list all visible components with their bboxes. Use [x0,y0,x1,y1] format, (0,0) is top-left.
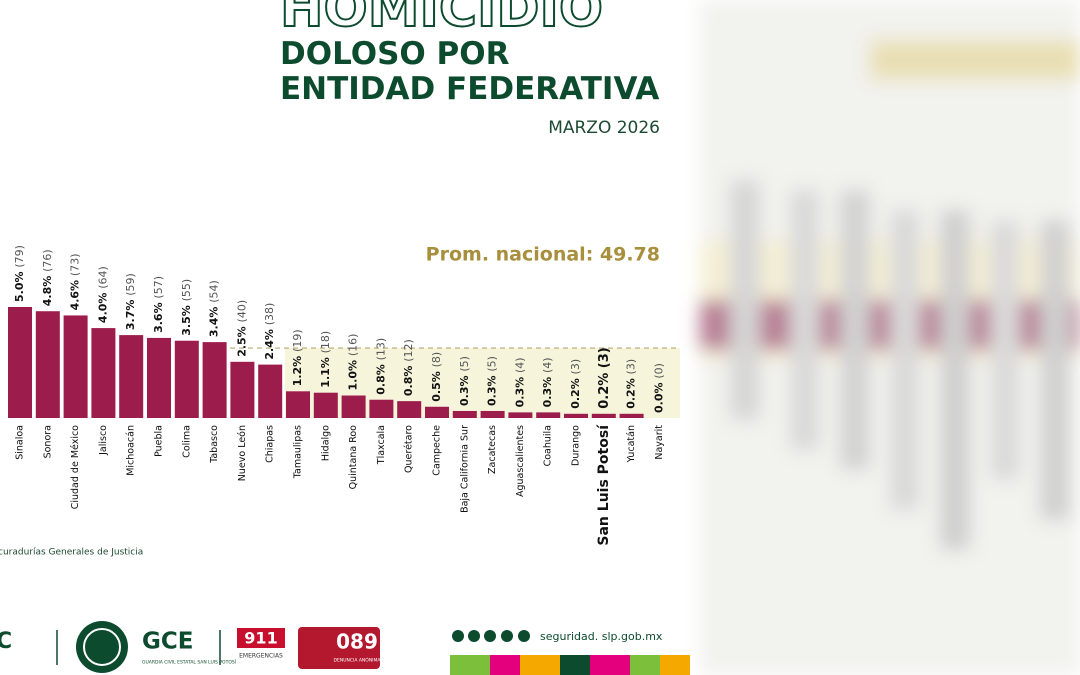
source: curadurías Generales de Justicia [0,548,143,558]
bar [591,413,616,418]
footer: C GCE GUARDIA CIVIL ESTATAL SAN LUIS POT… [0,621,690,675]
title: HOMICIDIO [280,0,603,39]
bar [480,410,505,418]
category-label: Tabasco [209,425,220,464]
value-label: 0.8% (12) [402,339,415,396]
category-label: Sinaloa [15,425,26,460]
category-label: Chiapas [265,425,276,463]
value-label: 2.5% (40) [235,300,248,357]
value-label: 0.0% (0) [652,363,665,413]
value-label: 4.8% (76) [41,249,54,306]
value-label: 0.5% (8) [430,352,443,402]
category-label: Zacatecas [487,425,498,474]
social-icons [452,630,530,642]
logo-089-sub: DENUNCIA ANÓNIMA [334,657,382,664]
category-label: Durango [571,425,582,466]
bar [174,340,199,418]
logo-fragment: C [0,629,12,654]
logo-911-sub: EMERGENCIAS [239,653,283,660]
bar [202,342,227,418]
gce-logo: GCE [142,629,193,655]
bar [286,391,310,418]
category-label: Nuevo León [237,425,248,481]
category-label: Michoacán [126,425,137,476]
category-label: Tlaxcala [376,425,387,465]
value-label: 3.7% (59) [124,273,137,330]
bar [147,337,171,418]
category-label: Colima [181,425,192,458]
value-label: 0.3% (5) [486,356,499,406]
value-label: 0.3% (4) [513,357,526,407]
category-label: Tamaulipas [293,425,304,479]
pattern-strip [450,655,690,675]
bar [35,311,60,418]
logo-089-bg [298,627,380,669]
value-label: 0.3% (4) [541,357,554,407]
subtitle: DOLOSO POR ENTIDAD FEDERATIVA [280,36,659,107]
website: seguridad. slp.gob.mx [540,630,663,643]
category-label: Nayarit [654,425,665,460]
bar [508,412,533,418]
logo-911-bg [237,628,285,648]
value-label: 2.4% (38) [263,303,276,360]
logo-911: 911 [244,629,277,648]
gce-emblem-ring [83,628,121,666]
category-label: Sonora [42,425,53,458]
value-label: 0.2% (3) [625,359,638,409]
category-label: Baja California Sur [459,425,470,513]
value-label: 3.4% (54) [208,280,221,337]
value-label: 4.6% (73) [69,253,82,310]
bar [564,413,588,418]
value-label: 1.2% (19) [291,329,304,386]
bar [91,328,116,418]
category-label: Puebla [154,425,165,457]
average-label: Prom. nacional: 49.78 [426,244,660,266]
bar [8,307,32,418]
value-label: 5.0% (79) [13,245,26,302]
bar [369,399,394,418]
logo-089: 089 [336,630,378,654]
bar [397,401,422,418]
category-label: Coahuila [543,425,554,466]
value-label: 0.2% (3) [596,347,611,409]
bar [341,395,366,418]
category-label: Querétaro [404,425,415,473]
bar-chart: 5.0% (79) Sinaloa 4.8% (76) Sonora 4.6% (73)… [8,245,680,546]
category-label: Aguascalientes [515,425,526,497]
value-label: 4.0% (64) [96,266,109,323]
bar [258,364,283,418]
value-label: 0.8% (13) [374,338,387,395]
value-label: 1.1% (18) [319,331,332,388]
bar [536,412,561,418]
category-label: Hidalgo [320,425,331,461]
bar [452,410,477,418]
category-label: Campeche [432,425,443,476]
bar [619,413,644,418]
value-label: 0.2% (3) [569,359,582,409]
value-label: 3.5% (55) [180,279,193,336]
gce-subtitle: GUARDIA CIVIL ESTATAL SAN LUIS POTOSÍ [142,659,237,666]
blurred-copy [700,0,1080,675]
category-label: San Luis Potosí [596,424,612,546]
category-label: Yucatán [626,425,637,463]
value-label: 0.3% (5) [458,356,471,406]
bar [230,361,255,418]
value-label: 3.6% (57) [152,276,165,333]
category-label: Ciudad de México [70,425,81,509]
bar [313,392,338,418]
value-label: 1.0% (16) [347,334,360,391]
bar [425,406,449,418]
category-label: Quintana Roo [348,425,359,490]
date: MARZO 2026 [548,118,660,138]
bar [119,335,144,418]
bar [63,315,88,418]
category-label: Jalisco [98,425,109,456]
